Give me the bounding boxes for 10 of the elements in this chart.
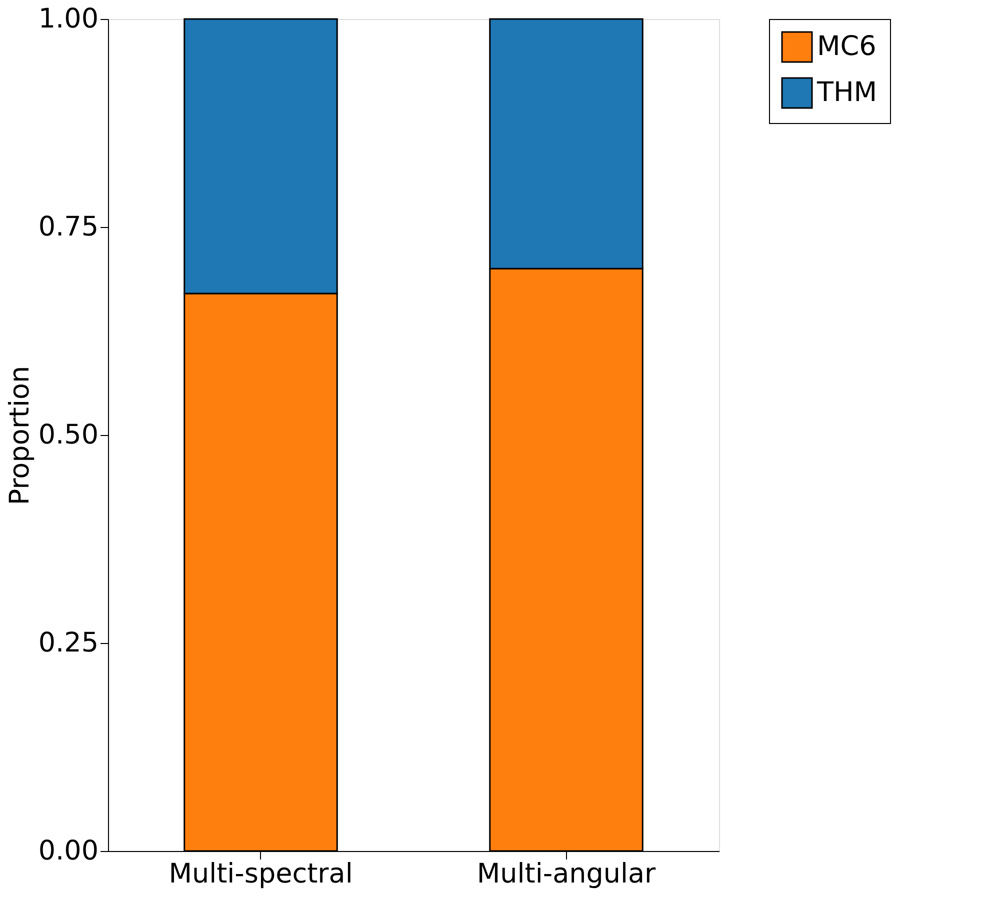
y-tick-label: 1.00 — [38, 4, 98, 34]
y-tick-label: 0.75 — [38, 212, 98, 242]
y-axis-title: Proportion — [4, 366, 36, 506]
legend-label: THM — [816, 77, 878, 108]
legend-label: MC6 — [817, 31, 876, 62]
y-tick-label: 0.50 — [38, 420, 98, 450]
y-tick-label: 0.25 — [38, 628, 98, 658]
x-tick-label: Multi-spectral — [168, 858, 353, 890]
y-tick-label: 0.00 — [38, 836, 98, 866]
x-tick-label: Multi-angular — [476, 858, 657, 890]
